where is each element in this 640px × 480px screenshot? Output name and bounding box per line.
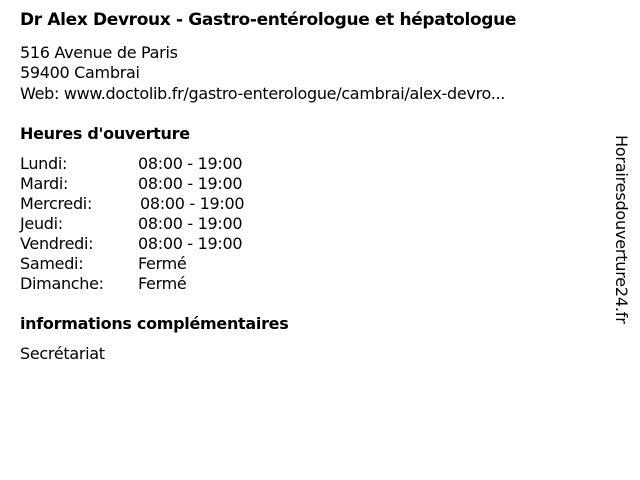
hours-value: 08:00 - 19:00 — [138, 154, 243, 173]
hours-value: 08:00 - 19:00 — [138, 234, 243, 253]
hours-value: Fermé — [138, 254, 187, 273]
address-city: 59400 Cambrai — [20, 63, 140, 82]
hours-value: Fermé — [138, 274, 187, 293]
day-label: Mercredi: — [20, 194, 93, 213]
info-text: Secrétariat — [20, 344, 105, 363]
address-street: 516 Avenue de Paris — [20, 43, 178, 62]
day-label: Samedi: — [20, 254, 84, 273]
hours-value: 08:00 - 19:00 — [138, 214, 243, 233]
day-label: Mardi: — [20, 174, 69, 193]
hours-value: 08:00 - 19:00 — [138, 174, 243, 193]
hours-heading: Heures d'ouverture — [20, 124, 190, 143]
website-link[interactable]: Web: www.doctolib.fr/gastro-enterologue/… — [20, 84, 506, 103]
watermark-text: Horairesdouverture24.fr — [612, 135, 631, 324]
page-title: Dr Alex Devroux - Gastro-entérologue et … — [20, 10, 517, 30]
info-heading: informations complémentaires — [20, 314, 289, 333]
hours-value: 08:00 - 19:00 — [140, 194, 245, 213]
day-label: Lundi: — [20, 154, 68, 173]
day-label: Vendredi: — [20, 234, 94, 253]
day-label: Jeudi: — [20, 214, 63, 233]
day-label: Dimanche: — [20, 274, 104, 293]
